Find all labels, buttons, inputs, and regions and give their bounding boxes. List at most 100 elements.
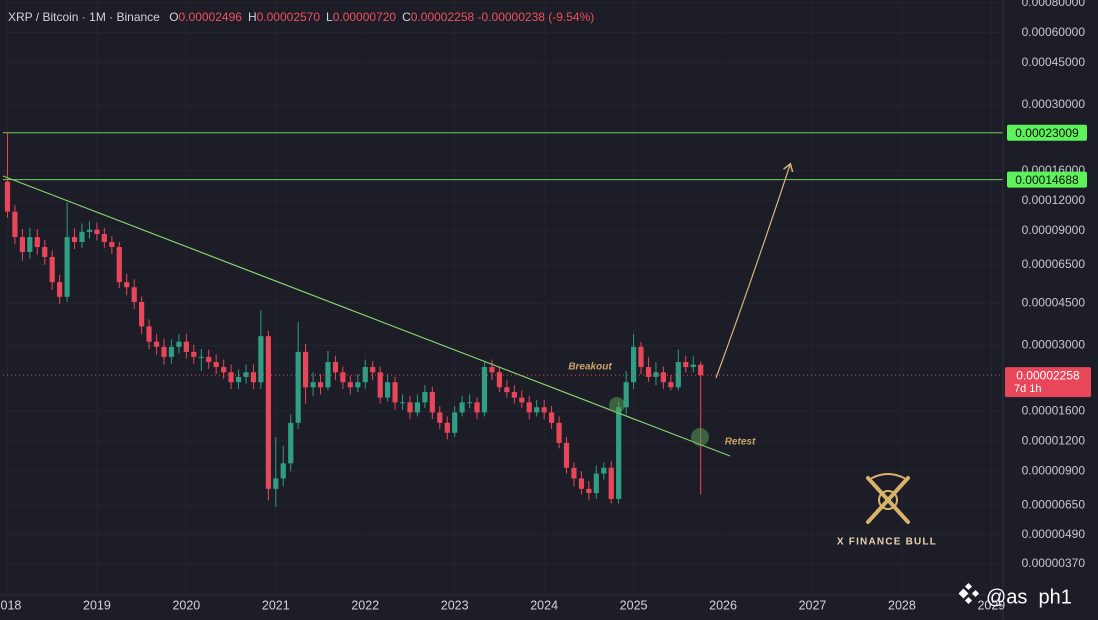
ohlc-value: 0.00002496	[178, 10, 242, 24]
candle-body	[243, 372, 249, 377]
candle-body	[124, 282, 130, 288]
candle-body	[660, 372, 666, 383]
candle-body	[109, 241, 115, 248]
candle-body	[310, 382, 316, 388]
candle-body	[295, 351, 301, 423]
candle-body	[616, 407, 622, 499]
last-price-label: 0.00002258	[1016, 368, 1080, 382]
candle-body	[392, 382, 398, 403]
candle-body	[228, 372, 234, 383]
candle-body	[370, 367, 376, 373]
candle-body	[645, 367, 652, 377]
candle-body	[422, 392, 428, 403]
candle-body	[556, 422, 562, 443]
change: -0.00000238 (-9.54%)	[477, 10, 595, 24]
candle-body	[698, 364, 704, 376]
candle-body	[27, 237, 33, 253]
ohlc-value: 0.00002258	[410, 10, 475, 24]
ohlc-value: 0.00000720	[332, 10, 397, 24]
ohlc-key: C	[402, 10, 411, 24]
level-box	[1007, 171, 1087, 188]
candle-body	[548, 412, 555, 423]
x-tick-label: 2028	[888, 598, 916, 612]
x-tick-label: 2029	[977, 598, 1005, 612]
candle-body	[437, 412, 443, 423]
candle-body	[385, 382, 391, 398]
candle-body	[429, 392, 435, 413]
candle-body	[139, 301, 145, 327]
candle-body	[4, 181, 11, 212]
candle-body	[399, 402, 406, 404]
breakout-marker	[609, 397, 625, 413]
candle-body	[571, 467, 577, 479]
candle-body	[213, 362, 219, 368]
candle-body	[19, 237, 26, 253]
y-tick-label: 0.00003000	[1022, 338, 1086, 352]
candle-body	[258, 336, 264, 383]
grid	[3, 0, 1003, 595]
candle-body	[273, 478, 279, 489]
candle-body	[504, 387, 510, 393]
candle-body	[675, 362, 681, 388]
y-tick-label: 0.00004500	[1022, 295, 1086, 309]
candle-body	[79, 231, 85, 242]
x-tick-label: 2020	[172, 598, 200, 612]
candle-body	[206, 356, 212, 363]
candle-body	[444, 422, 450, 433]
candle-body	[526, 402, 532, 413]
ohlc-key: L	[326, 10, 333, 24]
y-tick-label: 0.00000650	[1022, 497, 1086, 511]
candle-body	[57, 282, 63, 297]
candle-body	[235, 376, 242, 383]
legend-header: XRP / Bitcoin · 1M · Binance O0.00002496…	[8, 10, 594, 24]
candle-body	[414, 402, 421, 413]
y-tick-label: 0.00060000	[1022, 25, 1086, 39]
candle-body	[601, 467, 607, 474]
ohlc-key: H	[247, 10, 257, 24]
candle-body	[42, 247, 48, 257]
y-tick-label: 0.00030000	[1022, 97, 1086, 111]
candle-body	[288, 422, 294, 464]
candle-body	[496, 372, 503, 388]
x-tick-label: 2024	[530, 598, 558, 612]
candle-body	[198, 356, 204, 358]
candle-body	[459, 402, 465, 413]
y-tick-label: 0.00001200	[1022, 433, 1086, 447]
countdown: 7d 1h	[1014, 383, 1042, 395]
candle-body	[86, 229, 93, 232]
ohlc-key: O	[169, 10, 179, 24]
x-tick-label: 2022	[351, 598, 379, 612]
y-tick-label: 0.00009000	[1022, 223, 1086, 237]
candle-body	[116, 247, 122, 283]
candle-body	[332, 362, 339, 373]
candle-body	[340, 372, 346, 383]
candle-body	[623, 382, 629, 408]
x-tick-label: 2018	[0, 598, 21, 612]
candle-body	[317, 382, 324, 388]
candle-body	[265, 336, 271, 489]
candle-body	[362, 367, 368, 383]
x-tick-label: 2025	[620, 598, 648, 612]
candle-body	[49, 256, 55, 283]
candle-body	[481, 367, 488, 413]
candle-body	[489, 367, 495, 373]
candle-body	[519, 397, 525, 403]
x-tick-label: 2023	[441, 598, 469, 612]
x-tick-label: 2027	[799, 598, 827, 612]
candle-body	[250, 372, 257, 383]
watermark-icon	[958, 582, 980, 605]
candle-body	[347, 382, 353, 388]
candle-body	[563, 442, 570, 468]
candle-body	[653, 372, 659, 377]
plot-area	[3, 131, 1003, 507]
candle-body	[474, 402, 480, 413]
y-tick-label: 0.00006500	[1022, 257, 1086, 271]
y-tick-label: 0.00080000	[1022, 0, 1086, 9]
y-tick-label: 0.00000900	[1022, 463, 1086, 477]
candle-body	[168, 346, 175, 357]
candle-body	[377, 372, 383, 398]
candle-body	[71, 237, 78, 242]
candle-body	[638, 346, 644, 368]
